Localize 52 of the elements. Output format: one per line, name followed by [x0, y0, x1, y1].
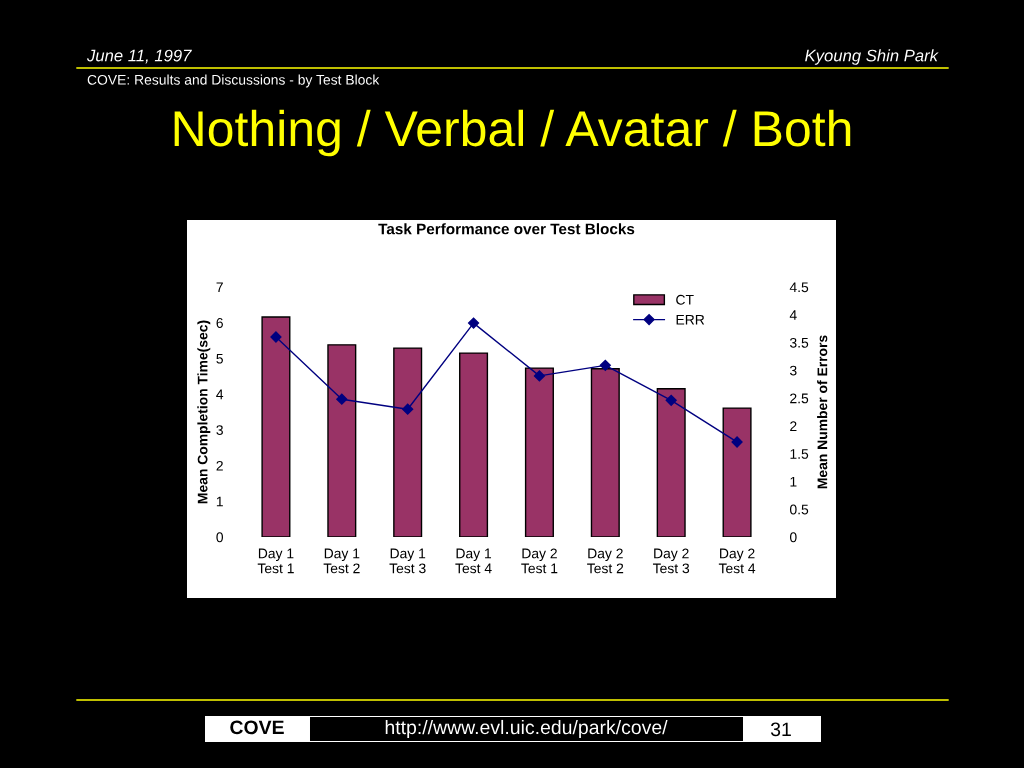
x-tick-label: Day 1 Test 4 [455, 548, 492, 574]
y2-tick-label: 1 [790, 476, 797, 487]
x-tick-label: Day 1 Test 1 [257, 548, 294, 574]
text: 31 [770, 722, 791, 737]
y2-tick-label: 3 [789, 365, 797, 376]
bar [524, 367, 554, 537]
y-tick-label: 5 [216, 353, 223, 364]
point [467, 317, 480, 329]
y2-tick-label: 0.5 [789, 504, 809, 515]
bar [656, 388, 686, 537]
text: http://www.evl.uic.edu/park/cove/ [385, 719, 668, 739]
y-tick-label: 6 [216, 318, 223, 328]
bar [261, 316, 291, 537]
bar [459, 352, 489, 537]
y-tick-label: 3 [216, 425, 223, 436]
y2-tick-label: 4 [789, 310, 797, 320]
text: Nothing / Verbal / Avatar / Both [174, 109, 851, 157]
bar [722, 407, 752, 537]
x-tick-label: Day 2 Test 3 [652, 548, 690, 574]
legend-label: CT [676, 294, 694, 305]
x-tick-label: Day 2 Test 2 [587, 548, 624, 574]
x-tick-label: Day 1 Test 2 [323, 548, 360, 574]
y2-tick-label: 0 [789, 532, 797, 543]
point [533, 370, 546, 382]
y-tick-label: 4 [216, 389, 224, 400]
bar [393, 347, 423, 537]
text: COVE: Results and Discussions - by Test Block [87, 74, 380, 88]
bar [590, 368, 620, 537]
text: June 11, 1997 [86, 49, 192, 64]
text: COVE [230, 720, 284, 735]
y2-axis-title: Mean Number of Errors [817, 335, 828, 489]
point [599, 359, 611, 371]
y2-tick-label: 1.5 [790, 449, 809, 459]
y2-tick-label: 2.5 [790, 393, 809, 404]
legend-label: ERR [676, 314, 705, 325]
y-tick-label: 0 [216, 532, 224, 543]
y2-tick-label: 3.5 [789, 337, 809, 348]
y-tick-label: 1 [216, 496, 223, 507]
bar [327, 344, 357, 537]
y-tick-label: 7 [216, 282, 223, 293]
point [665, 394, 677, 406]
y-tick-label: 2 [216, 460, 223, 471]
y-axis-title: Mean Completion Time(sec) [197, 320, 211, 504]
point [402, 403, 414, 415]
x-tick-label: Day 1 Test 3 [389, 548, 426, 574]
x-tick-label: Day 2 Test 4 [718, 548, 756, 574]
x-tick-label: Day 2 Test 1 [521, 548, 558, 574]
y2-tick-label: 2 [790, 421, 797, 431]
chart-title: Task Performance over Test Blocks [378, 223, 635, 235]
text: Kyoung Shin Park [805, 49, 939, 65]
y2-tick-label: 4.5 [789, 282, 809, 293]
point [336, 393, 348, 405]
